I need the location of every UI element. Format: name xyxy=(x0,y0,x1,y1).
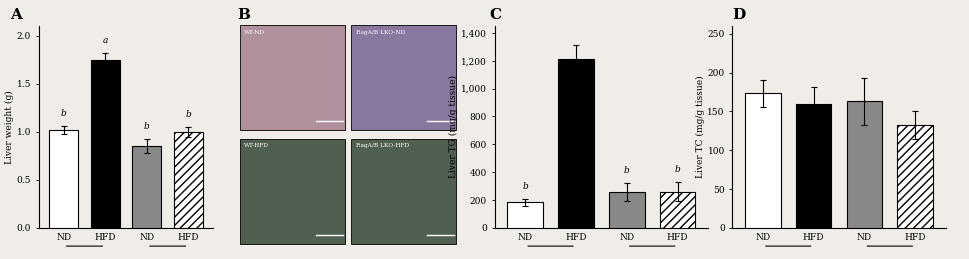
Y-axis label: Liver weight (g): Liver weight (g) xyxy=(5,90,14,164)
Bar xyxy=(846,101,882,228)
Text: a: a xyxy=(103,36,108,45)
Y-axis label: Liver TG (mg/g tissue): Liver TG (mg/g tissue) xyxy=(449,75,458,178)
Text: b: b xyxy=(61,109,67,118)
Text: B: B xyxy=(237,8,250,22)
Text: b: b xyxy=(521,182,527,191)
Text: b: b xyxy=(185,110,191,119)
Text: RagA/B LKO-HFD: RagA/B LKO-HFD xyxy=(356,143,409,148)
Bar xyxy=(49,130,78,228)
Bar xyxy=(507,202,543,228)
Bar xyxy=(91,60,120,228)
Text: C: C xyxy=(489,8,502,22)
Bar xyxy=(557,59,593,228)
Bar xyxy=(351,139,455,244)
Text: b: b xyxy=(143,122,149,131)
Text: D: D xyxy=(732,8,745,22)
Text: A: A xyxy=(10,8,21,22)
Text: WT-ND: WT-ND xyxy=(244,30,266,34)
Text: b: b xyxy=(623,166,629,175)
Bar xyxy=(795,104,830,228)
Text: RagA/B LKO-ND: RagA/B LKO-ND xyxy=(356,30,405,34)
Bar xyxy=(173,132,203,228)
Bar xyxy=(744,93,780,228)
Text: WT-HFD: WT-HFD xyxy=(244,143,269,148)
Bar xyxy=(896,125,932,228)
Bar xyxy=(351,25,455,130)
Bar xyxy=(609,192,644,228)
Bar xyxy=(132,146,161,228)
Y-axis label: Liver TC (mg/g tissue): Liver TC (mg/g tissue) xyxy=(695,76,703,178)
Text: b: b xyxy=(674,165,680,174)
Bar xyxy=(239,25,344,130)
Bar xyxy=(239,139,344,244)
Bar xyxy=(659,192,695,228)
